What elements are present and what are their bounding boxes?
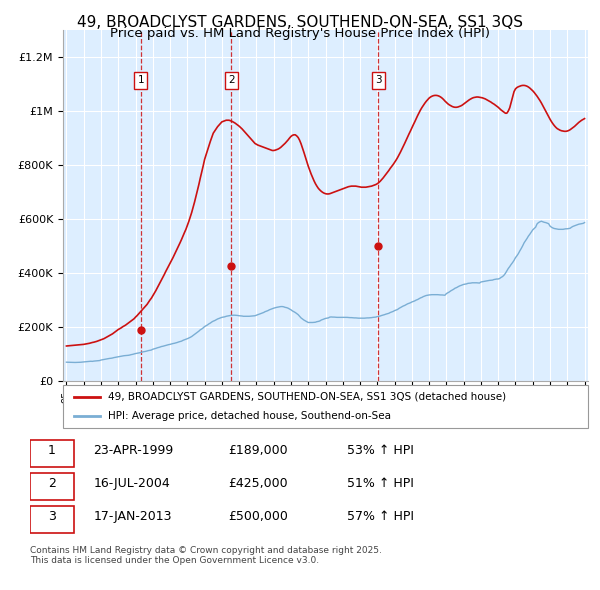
Text: 2: 2: [48, 477, 56, 490]
Text: £425,000: £425,000: [229, 477, 289, 490]
Text: 3: 3: [375, 76, 382, 86]
Text: 57% ↑ HPI: 57% ↑ HPI: [347, 510, 415, 523]
Text: HPI: Average price, detached house, Southend-on-Sea: HPI: Average price, detached house, Sout…: [107, 411, 391, 421]
Text: 16-JUL-2004: 16-JUL-2004: [94, 477, 170, 490]
Text: Contains HM Land Registry data © Crown copyright and database right 2025.
This d: Contains HM Land Registry data © Crown c…: [30, 546, 382, 565]
Text: 1: 1: [137, 76, 144, 86]
Text: 53% ↑ HPI: 53% ↑ HPI: [347, 444, 414, 457]
Text: £500,000: £500,000: [229, 510, 289, 523]
Text: 49, BROADCLYST GARDENS, SOUTHEND-ON-SEA, SS1 3QS (detached house): 49, BROADCLYST GARDENS, SOUTHEND-ON-SEA,…: [107, 392, 506, 402]
Text: 51% ↑ HPI: 51% ↑ HPI: [347, 477, 414, 490]
Text: 3: 3: [48, 510, 56, 523]
Text: 23-APR-1999: 23-APR-1999: [94, 444, 174, 457]
Text: 2: 2: [228, 76, 235, 86]
Text: £189,000: £189,000: [229, 444, 289, 457]
FancyBboxPatch shape: [30, 473, 74, 500]
Text: 17-JAN-2013: 17-JAN-2013: [94, 510, 172, 523]
FancyBboxPatch shape: [30, 440, 74, 467]
Text: 49, BROADCLYST GARDENS, SOUTHEND-ON-SEA, SS1 3QS: 49, BROADCLYST GARDENS, SOUTHEND-ON-SEA,…: [77, 15, 523, 30]
Text: Price paid vs. HM Land Registry's House Price Index (HPI): Price paid vs. HM Land Registry's House …: [110, 27, 490, 40]
Text: 1: 1: [48, 444, 56, 457]
FancyBboxPatch shape: [30, 506, 74, 533]
